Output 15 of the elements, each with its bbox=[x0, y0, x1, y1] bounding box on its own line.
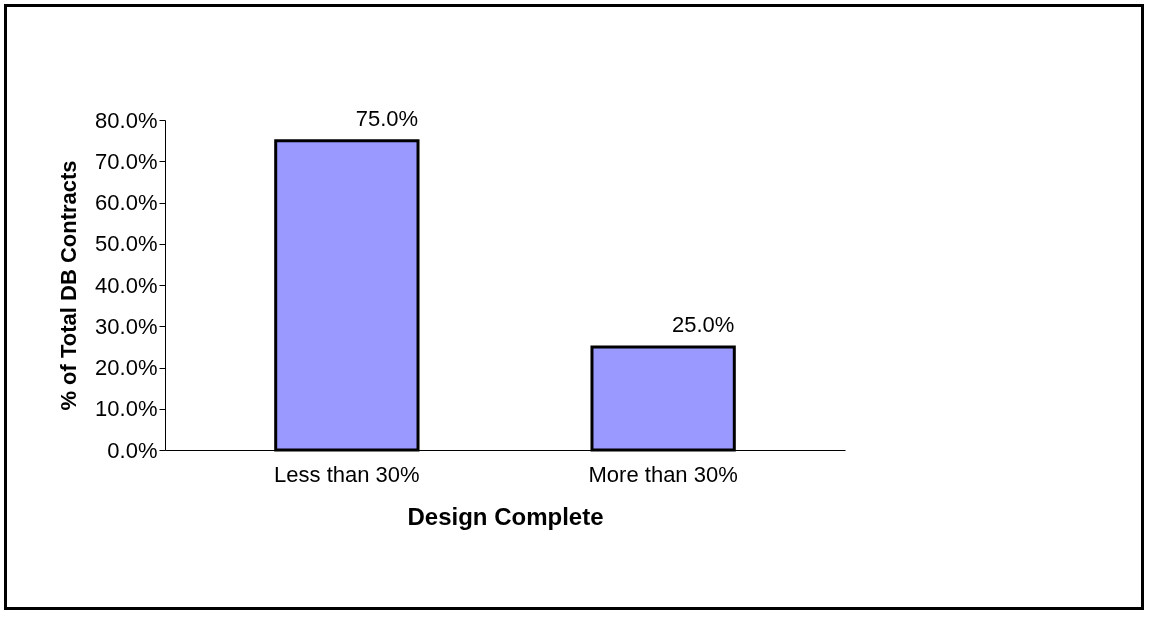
x-axis-title: Design Complete bbox=[407, 502, 604, 530]
y-tick-label: 50.0% bbox=[95, 231, 158, 257]
y-tick-label: 80.0% bbox=[95, 107, 158, 133]
y-tick-label: 10.0% bbox=[95, 396, 158, 422]
data-label: 25.0% bbox=[671, 311, 735, 337]
y-tick-label: 0.0% bbox=[107, 437, 158, 463]
y-tick-label: 60.0% bbox=[95, 190, 158, 215]
y-tick-label: 20.0% bbox=[95, 355, 158, 380]
y-axis-title: % of Total DB Contracts bbox=[56, 160, 82, 411]
x-tick-label: More than 30% bbox=[588, 461, 738, 487]
y-tick-label: 40.0% bbox=[95, 272, 158, 298]
y-tick-label: 70.0% bbox=[95, 148, 158, 174]
data-label: 75.0% bbox=[355, 105, 419, 131]
y-tick-label: 30.0% bbox=[95, 313, 158, 339]
x-tick-label: Less than 30% bbox=[274, 461, 420, 487]
